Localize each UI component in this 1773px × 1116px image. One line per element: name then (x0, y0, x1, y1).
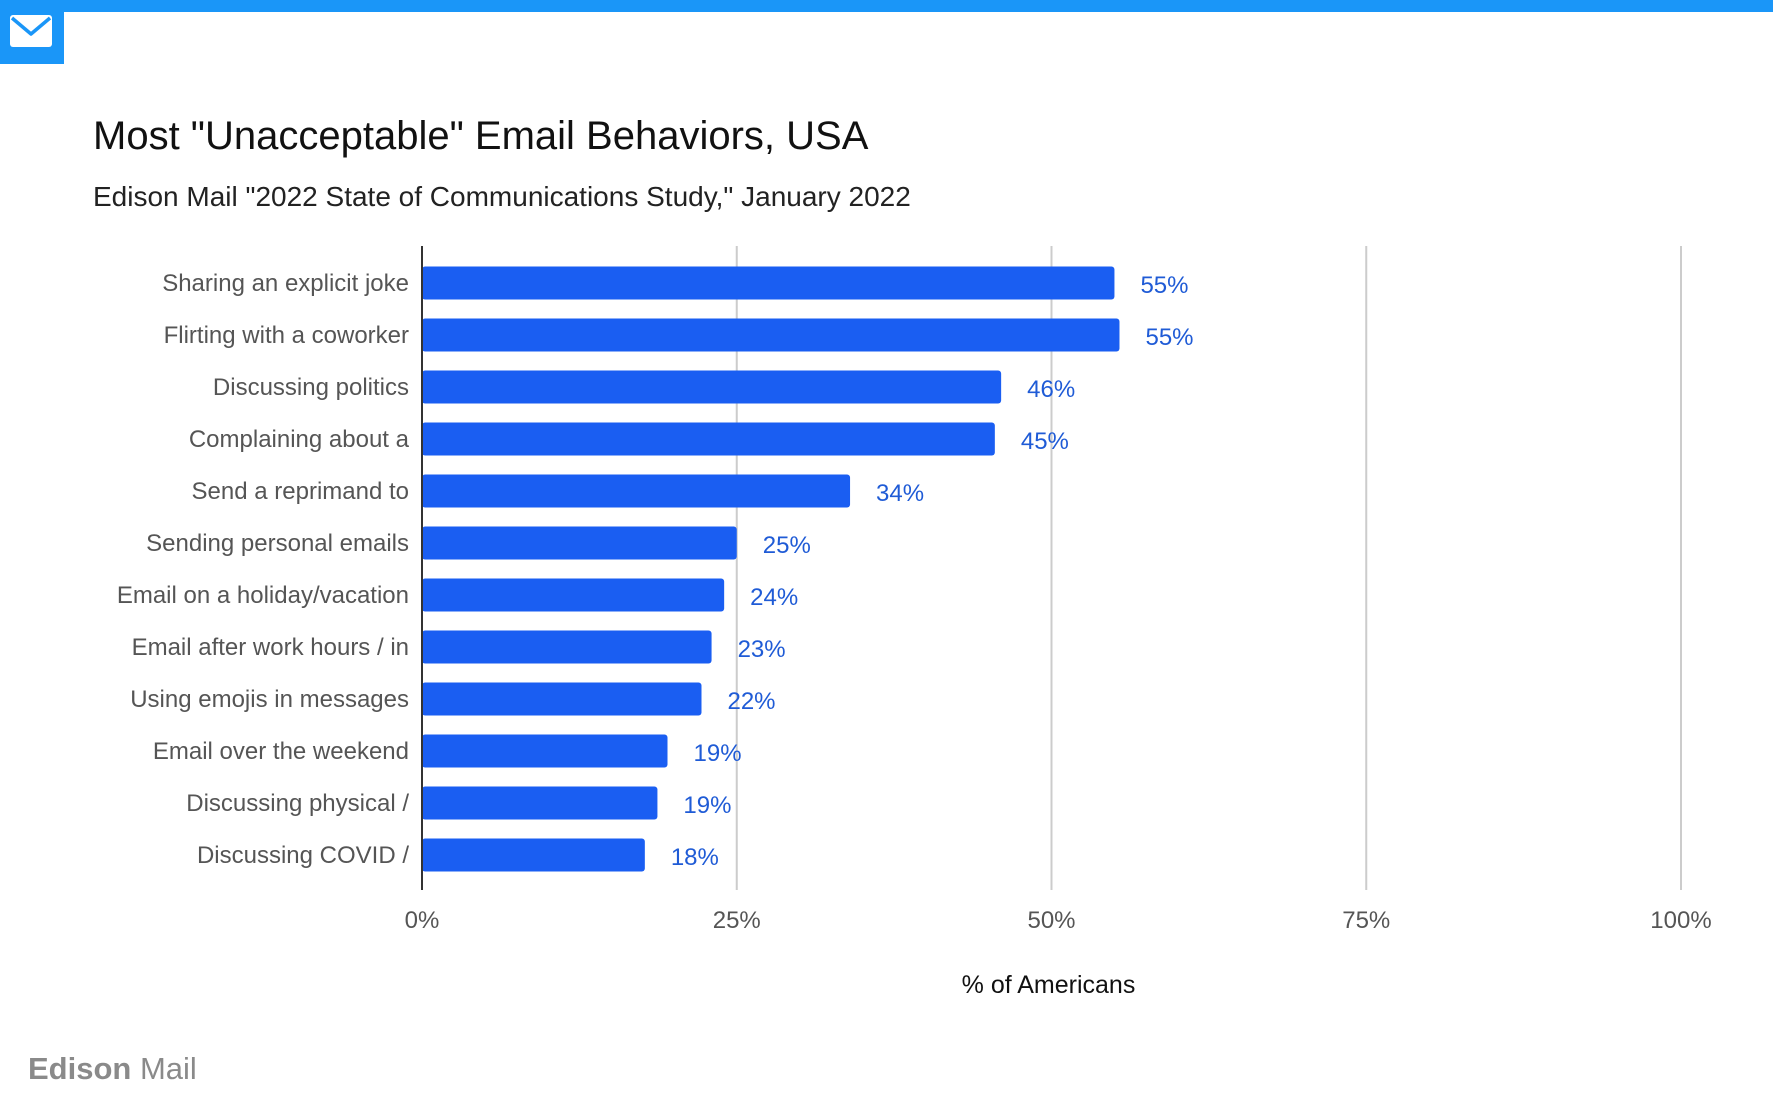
data-label: 18% (671, 844, 719, 871)
data-label: 55% (1145, 324, 1193, 351)
data-label: 25% (763, 532, 811, 559)
category-label: Using emojis in messages (130, 686, 409, 713)
chart-title: Most "Unacceptable" Email Behaviors, USA (93, 114, 869, 158)
logo-box[interactable] (0, 0, 64, 64)
category-label: Sharing an explicit joke (162, 270, 409, 297)
data-label: 22% (727, 688, 775, 715)
x-tick-label: 0% (405, 907, 440, 934)
category-label: Send a reprimand to (192, 478, 409, 505)
bar (422, 578, 725, 612)
data-label: 19% (683, 792, 731, 819)
brand-name-light: Mail (139, 1051, 197, 1086)
x-tick-label: 75% (1342, 907, 1390, 934)
bar (422, 630, 712, 664)
category-label: Discussing physical / (186, 790, 409, 817)
data-label: 23% (738, 636, 786, 663)
bar (422, 474, 851, 508)
x-tick-label: 100% (1650, 907, 1711, 934)
bar (422, 786, 658, 820)
brand-logo: Edison Mail (28, 1051, 197, 1087)
bar (422, 838, 645, 872)
data-label: 24% (750, 584, 798, 611)
data-label: 45% (1021, 428, 1069, 455)
brand-name-bold: Edison (28, 1051, 132, 1086)
bar-chart: 55% Sharing an explicit joke 55% Flirting w… (117, 246, 1712, 999)
data-label: 34% (876, 480, 924, 507)
category-label: Flirting with a coworker (164, 322, 409, 349)
category-label: Complaining about a (189, 426, 410, 453)
x-tick-label: 50% (1027, 907, 1075, 934)
top-accent-bar (0, 0, 1773, 12)
chart-subtitle: Edison Mail "2022 State of Communication… (93, 181, 911, 212)
bar (422, 370, 1002, 404)
category-label: Sending personal emails (146, 530, 409, 557)
bar (422, 682, 702, 716)
data-label: 46% (1027, 376, 1075, 403)
bar (422, 318, 1120, 352)
bar (422, 422, 995, 456)
category-label: Email after work hours / in (132, 634, 409, 661)
category-label: Discussing politics (213, 374, 409, 401)
x-axis-title: % of Americans (962, 971, 1136, 999)
data-label: 19% (694, 740, 742, 767)
x-tick-label: 25% (713, 907, 761, 934)
category-label: Email over the weekend (153, 738, 409, 765)
bar (422, 734, 668, 768)
category-label: Email on a holiday/vacation (117, 582, 409, 609)
bar (422, 526, 737, 560)
envelope-icon (10, 15, 52, 47)
data-label: 55% (1140, 272, 1188, 299)
bar (422, 266, 1115, 300)
category-label: Discussing COVID / (197, 842, 409, 869)
